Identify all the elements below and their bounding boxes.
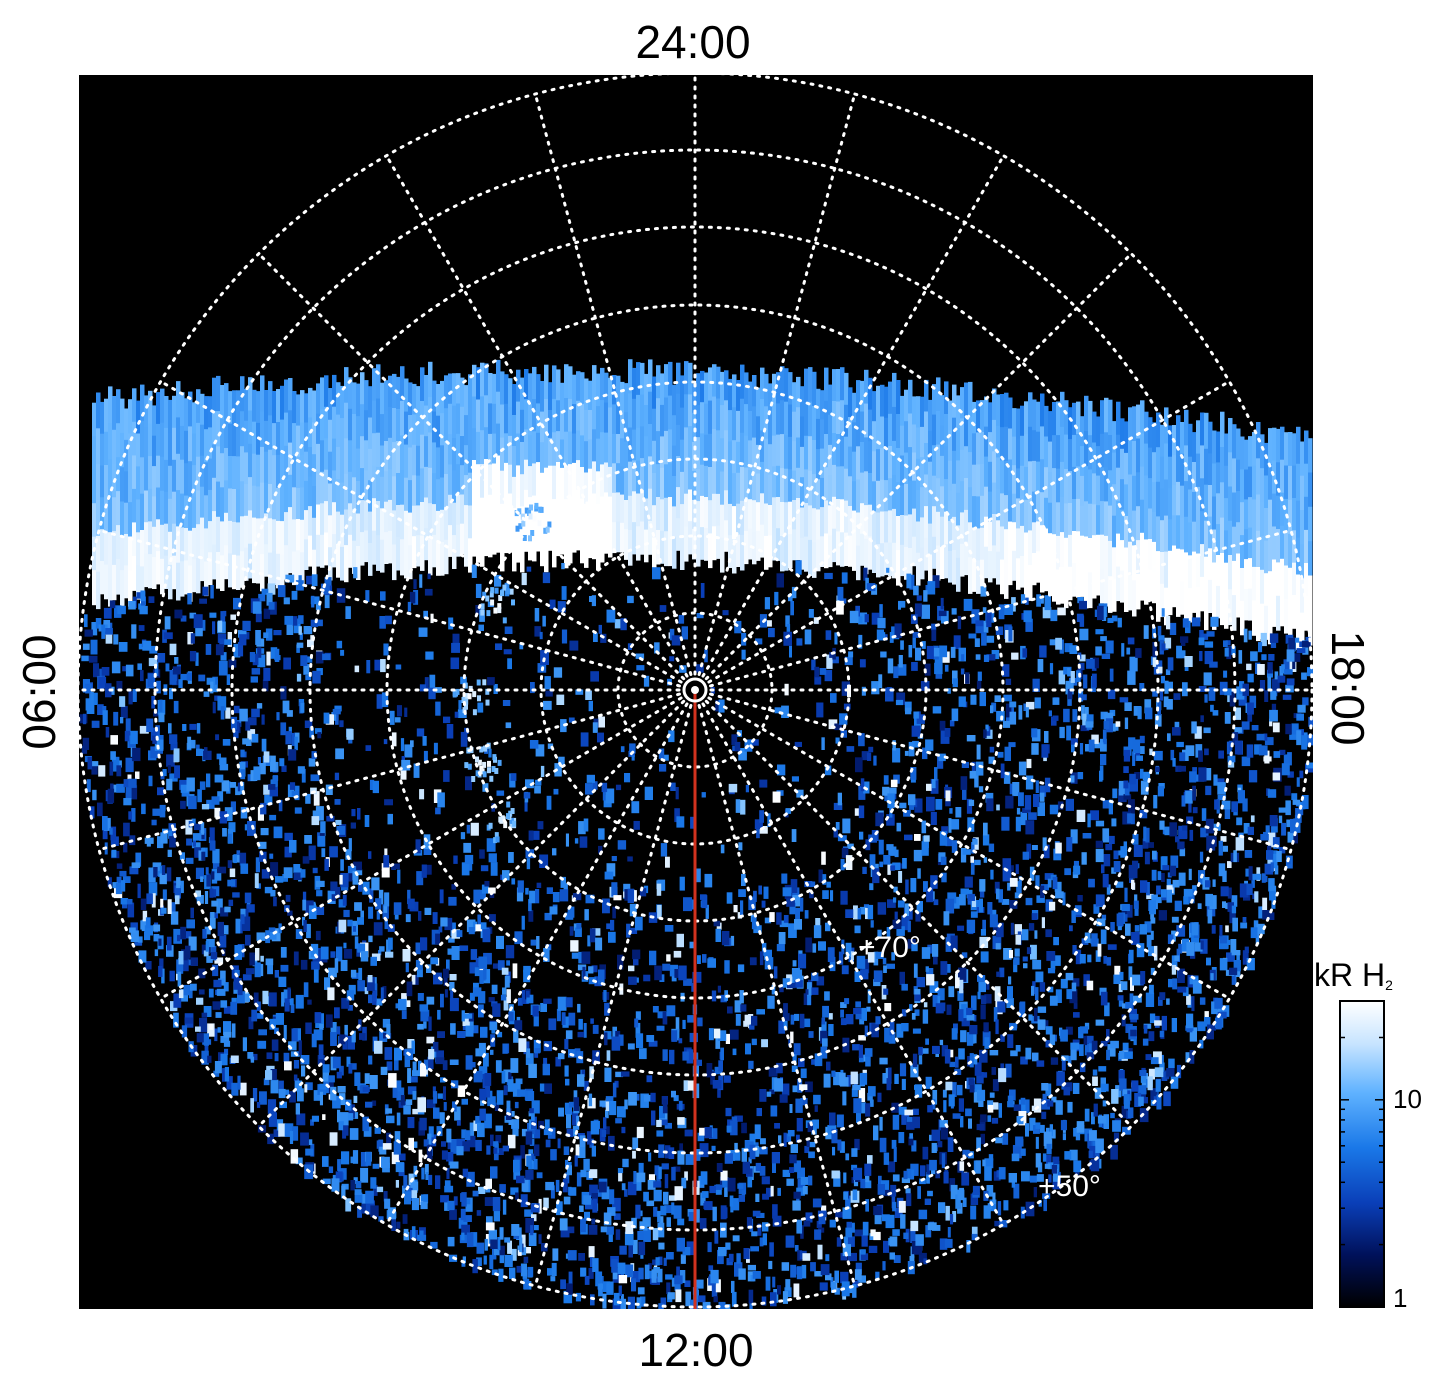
colorbar: kR H2 10 1 xyxy=(1314,957,1422,1313)
lat-label-50: +50° xyxy=(1038,1170,1101,1203)
lt-label-bottom: 12:00 xyxy=(638,1324,753,1376)
lt-label-left: 06:00 xyxy=(13,634,65,749)
colorbar-title-subscript: 2 xyxy=(1385,977,1393,993)
lat-lon-grid xyxy=(79,75,1313,1309)
colorbar-tick-label-10: 10 xyxy=(1393,1084,1422,1114)
lt-label-top: 24:00 xyxy=(635,16,750,68)
lt-label-right: 18:00 xyxy=(1322,630,1374,745)
colorbar-title-main: kR H xyxy=(1314,957,1385,993)
emission-heatmap xyxy=(79,359,1313,1309)
pole-marker-inner xyxy=(691,686,699,694)
colorbar-ticks xyxy=(1340,1000,1384,1308)
colorbar-fill xyxy=(1339,1000,1385,1308)
colorbar-tick-label-1: 1 xyxy=(1393,1283,1407,1313)
colorbar-title: kR H2 xyxy=(1314,957,1393,993)
lat-label-70: +70° xyxy=(858,931,921,964)
pole-marker-outer xyxy=(682,677,708,703)
